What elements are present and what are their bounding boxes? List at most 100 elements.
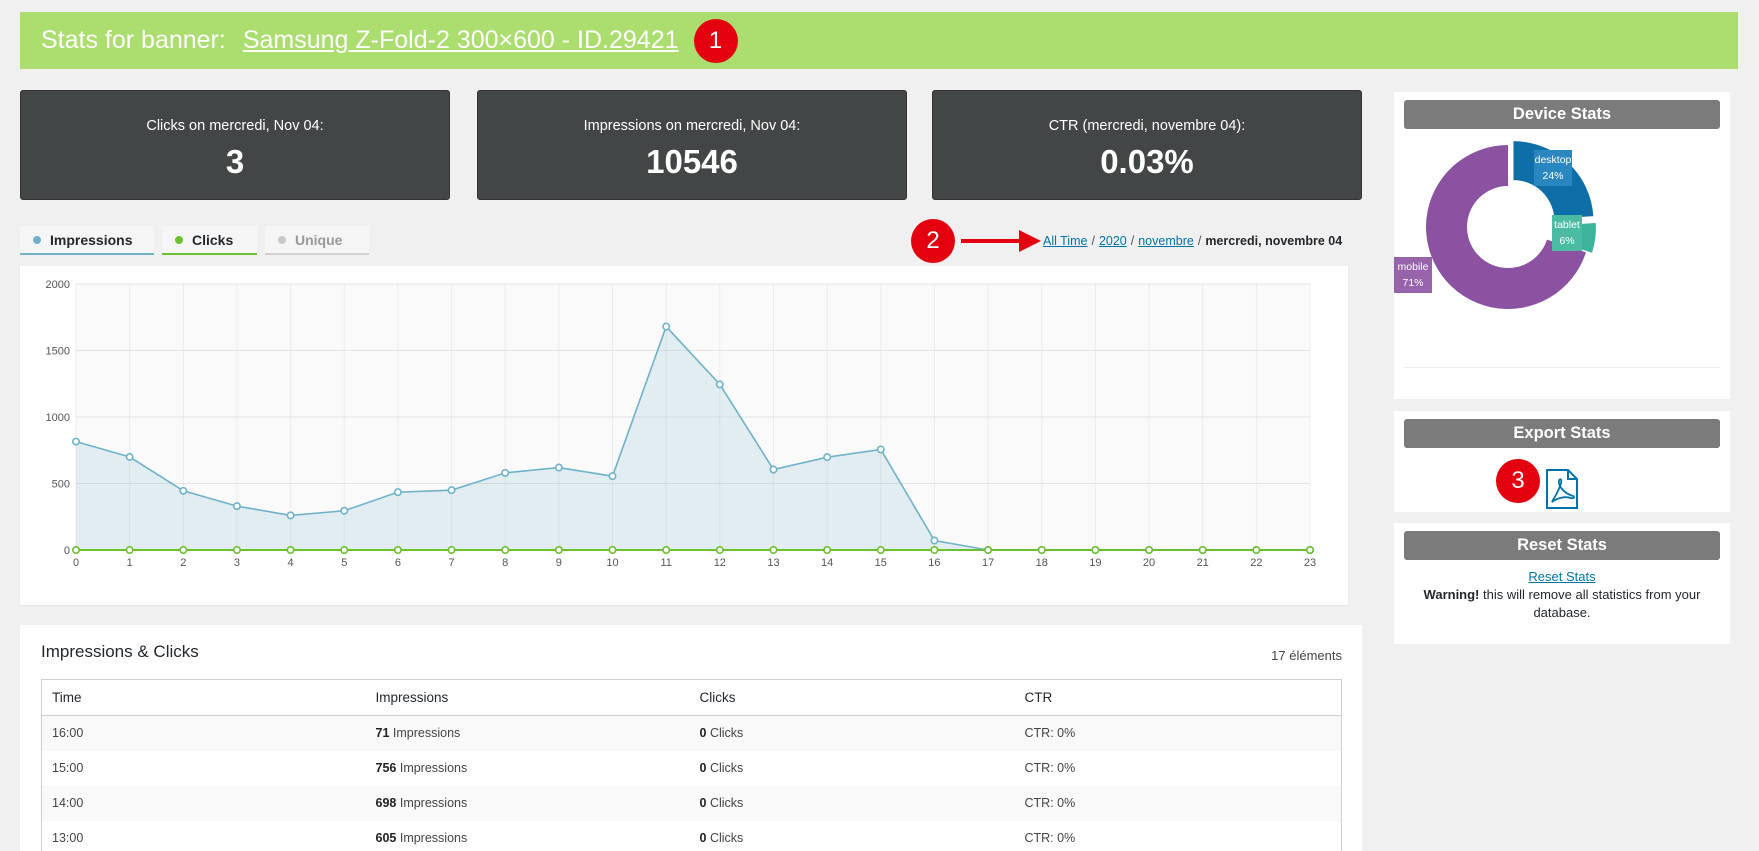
x-tick-label: 16 (928, 557, 940, 569)
ctr-value: 0% (1057, 796, 1076, 810)
legend-label-impressions: Impressions (50, 231, 133, 248)
clicks-point (71, 545, 80, 554)
unique-dot-icon (278, 235, 286, 244)
donut-pct-tablet: 6% (1559, 235, 1574, 247)
clicks-unit: Clicks (709, 796, 744, 810)
clicks-point (1306, 545, 1315, 554)
clicks-unit: Clicks (709, 726, 744, 741)
ctr-label: CTR: (1024, 796, 1054, 810)
impressions-unit: Impressions (399, 796, 468, 810)
clicks-count: 0 (699, 761, 707, 775)
banner-link[interactable]: Samsung Z-Fold-2 300×600 - ID.29421 (242, 26, 679, 54)
warning-label: Warning! (1423, 587, 1480, 602)
x-tick-label: 2 (180, 557, 186, 569)
table-row: 16:00 71 Impressions 0 Clicks CTR: 0% (41, 715, 1342, 751)
x-tick-label: 7 (449, 557, 455, 569)
clicks-point (393, 545, 402, 554)
y-tick-label: 1500 (46, 346, 70, 358)
clicks-point (715, 545, 724, 554)
device-stats-box: Device Stats desktop 24% tablet 6% mobile 71% (1394, 92, 1730, 399)
reset-stats-title: Reset Stats (1404, 531, 1720, 560)
date-breadcrumb-area: 2 All Time/2020/novembre / mercredi, novem… (911, 219, 1342, 263)
impressions-count: 698 (375, 796, 397, 810)
column-header-impressions[interactable]: Impressions (365, 679, 690, 716)
clicks-point (447, 545, 456, 554)
breadcrumb: All Time/2020/novembre / mercredi, novembr… (1043, 234, 1342, 248)
clicks-point (930, 545, 939, 554)
donut-label-tablet: tablet (1554, 219, 1580, 231)
impressions-point (501, 468, 510, 477)
legend-tab-clicks[interactable]: Clicks (162, 226, 257, 255)
cell-ctr: CTR: 0% (1015, 751, 1342, 786)
x-tick-label: 21 (1197, 557, 1209, 569)
cell-ctr: CTR: 0% (1014, 715, 1342, 751)
impressions-clicks-table: Time Impressions Clicks CTR 16:00 71 Impr… (41, 679, 1342, 851)
breadcrumb-month[interactable]: novembre (1138, 234, 1194, 248)
cell-time: 16:00 (41, 715, 366, 751)
breadcrumb-separator: / (1197, 234, 1202, 248)
reset-stats-link[interactable]: Reset Stats (1528, 569, 1596, 584)
column-header-ctr[interactable]: CTR (1014, 679, 1342, 716)
export-stats-box: Export Stats 3 (1394, 411, 1730, 512)
legend-label-clicks: Clicks (192, 231, 234, 248)
legend-tab-unique[interactable]: Unique (265, 226, 369, 255)
table-row: 13:00 605 Impressions 0 Clicks CTR: 0% (42, 821, 1342, 851)
donut-pct-desktop: 24% (1542, 170, 1563, 182)
x-tick-label: 22 (1250, 557, 1262, 569)
ctr-stat-caption: CTR (mercredi, novembre 04): (1048, 118, 1246, 134)
ctr-label: CTR: (1024, 761, 1054, 775)
pdf-export-button[interactable] (1545, 469, 1579, 509)
x-tick-label: 10 (606, 557, 618, 569)
impressions-point (179, 486, 188, 495)
x-tick-label: 20 (1143, 557, 1155, 569)
clicks-stat-box: Clicks on mercredi, Nov 04: 3 (20, 90, 450, 200)
impressions-dot-icon (33, 235, 41, 244)
hourly-chart-panel: 0 500 1000 1500 2000 0 1 2 3 4 5 6 7 8 9 10 11 12 13 14 15 16… (20, 266, 1348, 605)
column-header-time[interactable]: Time (41, 679, 366, 716)
impressions-count: 756 (375, 761, 397, 775)
donut-pct-mobile: 71% (1402, 277, 1423, 289)
clicks-unit: Clicks (709, 830, 744, 845)
red-arrow-icon (961, 230, 1041, 252)
column-header-clicks[interactable]: Clicks (689, 679, 1015, 716)
ctr-value: 0% (1057, 761, 1076, 775)
clicks-count: 0 (699, 726, 707, 741)
impressions-unit: Impressions (392, 726, 461, 741)
x-tick-label: 4 (288, 557, 294, 569)
clicks-count: 0 (699, 830, 707, 845)
impressions-clicks-table-panel: Impressions & Clicks 17 éléments Time Im… (20, 625, 1362, 851)
divider (1404, 367, 1720, 368)
legend-label-unique: Unique (295, 231, 343, 248)
impressions-stat-caption: Impressions on mercredi, Nov 04: (583, 118, 801, 134)
clicks-point (1145, 545, 1154, 554)
x-tick-label: 8 (502, 557, 508, 569)
cell-impressions: 605 Impressions (366, 821, 690, 851)
x-tick-label: 1 (127, 557, 133, 569)
pdf-icon (1546, 469, 1578, 509)
clicks-unit: Clicks (709, 761, 744, 775)
clicks-point (1037, 545, 1046, 554)
impressions-stat-box: Impressions on mercredi, Nov 04: 10546 (477, 90, 907, 200)
banner-label: Stats for banner: (41, 26, 226, 54)
legend-tab-impressions[interactable]: Impressions (20, 226, 154, 255)
impressions-point (286, 511, 295, 520)
donut-label-bg-desktop (1534, 150, 1572, 186)
impressions-point (125, 452, 134, 461)
impressions-point (608, 472, 617, 481)
x-tick-label: 6 (395, 557, 401, 569)
clicks-point (286, 545, 295, 554)
annotation-badge-3: 3 (1496, 459, 1540, 503)
breadcrumb-year[interactable]: 2020 (1098, 234, 1127, 248)
impressions-area (76, 326, 1310, 550)
x-tick-label: 11 (660, 557, 671, 569)
clicks-point (501, 545, 510, 554)
device-donut-chart: desktop 24% tablet 6% mobile 71% (1394, 141, 1596, 309)
breadcrumb-all-time[interactable]: All Time (1043, 234, 1088, 248)
device-stats-title: Device Stats (1404, 100, 1720, 129)
clicks-point (662, 545, 671, 554)
y-tick-label: 0 (64, 545, 70, 557)
clicks-point (554, 545, 563, 554)
clicks-point (1252, 545, 1261, 554)
y-tick-label: 1000 (46, 412, 70, 424)
